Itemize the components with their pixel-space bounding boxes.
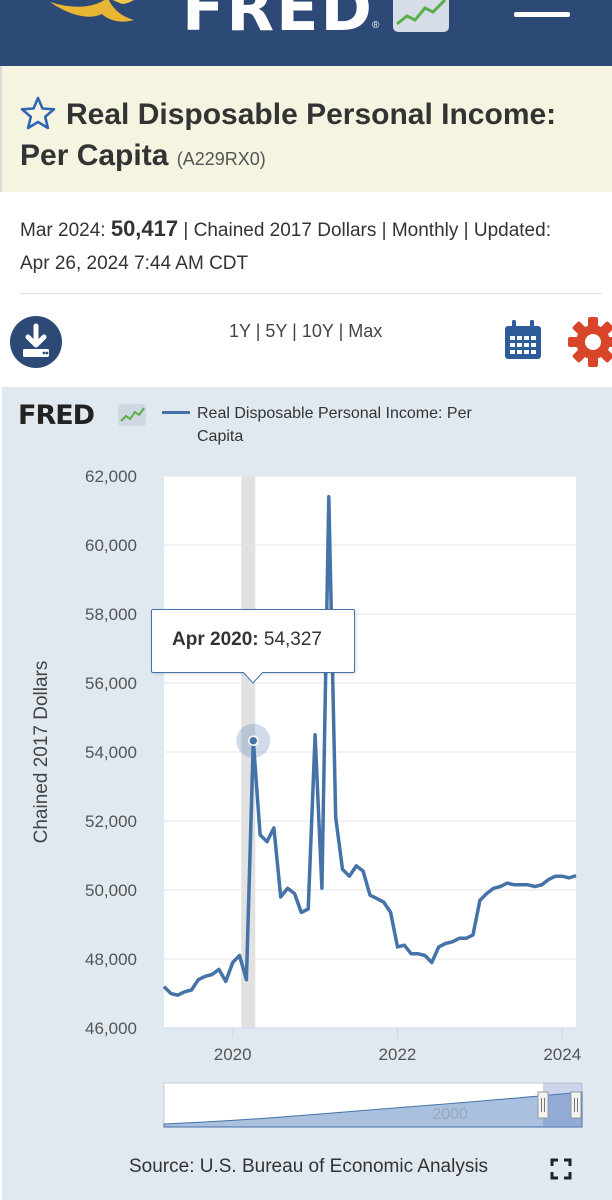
series-title-text: Real Disposable Personal Income: Per Cap… [20,98,557,172]
last-date: Mar 2024: [20,220,106,241]
tooltip: Apr 2020: 54,327 [151,609,355,673]
range-selector: 1Y | 5Y | 10Y | Max [229,321,382,342]
tooltip-value: 54,327 [263,629,323,650]
series-id: (A229RX0) [176,149,266,169]
chart-fred-logo: FRED [18,400,95,431]
units-line: | Chained 2017 Dollars | Monthly | Updat… [183,220,551,241]
calendar-icon[interactable] [504,320,542,360]
fred-logo[interactable]: FRED [182,0,374,45]
chart-panel [2,387,612,1200]
range-10y[interactable]: 10Y [301,321,334,341]
title-band [0,66,612,192]
fullscreen-icon[interactable] [550,1158,572,1180]
range-1y[interactable]: 1Y [229,321,251,341]
series-title: Real Disposable Personal Income: Per Cap… [20,94,595,180]
star-icon[interactable] [20,96,56,130]
legend-label[interactable]: Real Disposable Personal Income: Per Cap… [197,405,472,445]
range-5y[interactable]: 5Y [265,321,288,341]
updated-date: Apr 26, 2024 7:44 AM CDT [20,253,249,274]
registered-mark: ® [372,20,380,31]
range-sep: | [338,321,344,341]
eagle-logo-icon[interactable] [50,0,140,30]
divider [20,293,602,294]
series-meta: Mar 2024: 50,417 | Chained 2017 Dollars … [20,212,600,280]
source-note: Source: U.S. Bureau of Economic Analysis [129,1156,489,1177]
tooltip-date: Apr 2020: [172,629,259,650]
site-header: FRED ® [0,0,612,66]
sparkline-logo-icon [118,404,146,426]
legend-swatch [162,411,190,414]
hamburger-menu-icon[interactable] [514,12,570,18]
range-max[interactable]: Max [348,321,383,341]
range-sep: | [255,321,261,341]
tooltip-pointer [243,672,263,684]
last-value: 50,417 [110,216,179,241]
sparkline-logo-icon [393,0,449,32]
download-button[interactable] [10,316,62,368]
download-icon [23,323,49,357]
range-sep: | [292,321,297,341]
gear-icon[interactable] [566,316,612,368]
